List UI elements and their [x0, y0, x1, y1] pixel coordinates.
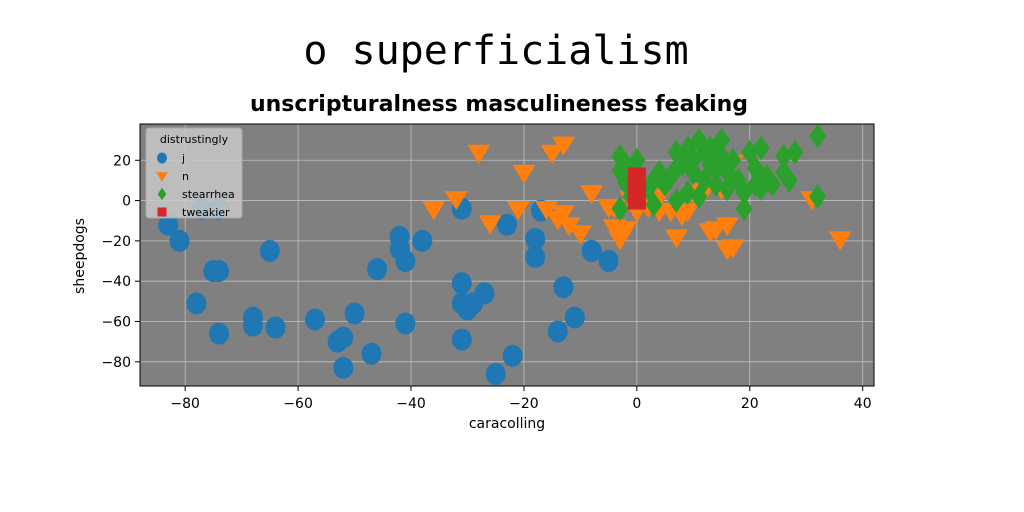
data-point [305, 308, 326, 331]
x-tick-label: 20 [741, 396, 759, 412]
data-point [502, 344, 523, 367]
data-point [265, 316, 286, 339]
data-point [735, 196, 753, 222]
x-tick-label: −60 [283, 396, 313, 412]
data-point [581, 239, 602, 262]
legend-marker-j [157, 152, 167, 164]
data-point [828, 231, 852, 251]
data-point [547, 320, 568, 343]
y-tick-label: −80 [101, 355, 131, 371]
data-point [713, 127, 731, 153]
data-point [344, 302, 365, 325]
data-point [664, 229, 688, 249]
data-point [551, 205, 575, 225]
data-point [444, 191, 468, 211]
data-point [551, 136, 575, 156]
data-point [628, 147, 646, 173]
data-point [525, 227, 546, 250]
data-point [333, 356, 354, 379]
x-tick-label: 40 [854, 396, 872, 412]
data-point [158, 213, 179, 236]
x-tick-label: −20 [509, 396, 539, 412]
data-point [535, 201, 559, 221]
data-point [627, 191, 646, 210]
data-point [645, 192, 663, 218]
data-point [568, 225, 592, 245]
chart-title: unscripturalness masculineness feaking [250, 92, 748, 117]
data-point [540, 144, 564, 164]
data-point [721, 239, 745, 259]
data-point [763, 171, 781, 197]
y-axis-ticks: −80 −60 −40 −20 0 20 [101, 153, 140, 371]
data-point [451, 272, 472, 295]
x-tick-label: 0 [632, 396, 641, 412]
legend-label: j [181, 152, 185, 165]
chart-suptitle: o superficialism [303, 28, 688, 74]
data-point [780, 167, 798, 193]
x-axis-label: caracolling [469, 416, 545, 432]
data-point [614, 221, 638, 241]
data-point [512, 164, 536, 184]
legend: distrustingly jn stearrhea tweakier [145, 127, 243, 219]
data-point [506, 201, 530, 221]
y-tick-label: 0 [122, 194, 131, 210]
data-point [564, 306, 585, 329]
legend-items: jn stearrhea tweakier [156, 152, 235, 219]
legend-marker-tweakier [157, 207, 167, 217]
y-axis-label: sheepdogs [72, 218, 88, 294]
x-tick-label: −40 [396, 396, 426, 412]
data-point [786, 139, 804, 165]
data-point [467, 144, 491, 164]
data-point [412, 229, 433, 252]
x-tick-label: −80 [170, 396, 200, 412]
data-point [474, 282, 495, 305]
legend-label: n [182, 170, 189, 183]
data-point [451, 328, 472, 351]
legend-label: tweakier [182, 206, 230, 219]
data-point [525, 246, 546, 269]
y-tick-label: 20 [113, 153, 131, 169]
legend-title: distrustingly [160, 133, 229, 146]
data-point [707, 171, 725, 197]
data-point [724, 147, 742, 173]
data-point [367, 258, 388, 281]
data-point [209, 260, 230, 283]
data-point [209, 322, 230, 345]
data-point [557, 217, 581, 237]
data-point [242, 314, 263, 337]
data-point [809, 184, 827, 210]
data-point [611, 196, 629, 222]
data-point [485, 362, 506, 385]
series-tweakier [627, 167, 646, 210]
data-point [422, 201, 446, 221]
data-point [361, 342, 382, 365]
legend-marker-n [156, 172, 168, 182]
legend-label: stearrhea [182, 188, 235, 201]
data-point [169, 229, 190, 252]
data-point [395, 312, 416, 335]
y-tick-label: −60 [101, 315, 131, 331]
y-tick-label: −20 [101, 234, 131, 250]
data-point [333, 326, 354, 349]
legend-marker-stearrhea [157, 187, 167, 201]
data-point [775, 143, 793, 169]
data-point [497, 213, 517, 236]
data-point [679, 180, 697, 206]
data-point [715, 217, 739, 237]
data-point [259, 239, 280, 262]
data-point [186, 292, 207, 315]
data-point [553, 276, 574, 299]
data-point [752, 135, 770, 161]
x-axis-ticks: −80 −60 −40 −20 0 20 40 [170, 386, 872, 412]
data-point [598, 250, 619, 273]
data-point [809, 123, 827, 149]
data-point [478, 215, 502, 235]
y-tick-label: −40 [101, 274, 131, 290]
data-point [580, 185, 604, 205]
data-point [395, 250, 416, 273]
plot-frame [139, 123, 875, 387]
data-point [676, 203, 700, 223]
legend-box [145, 127, 243, 219]
